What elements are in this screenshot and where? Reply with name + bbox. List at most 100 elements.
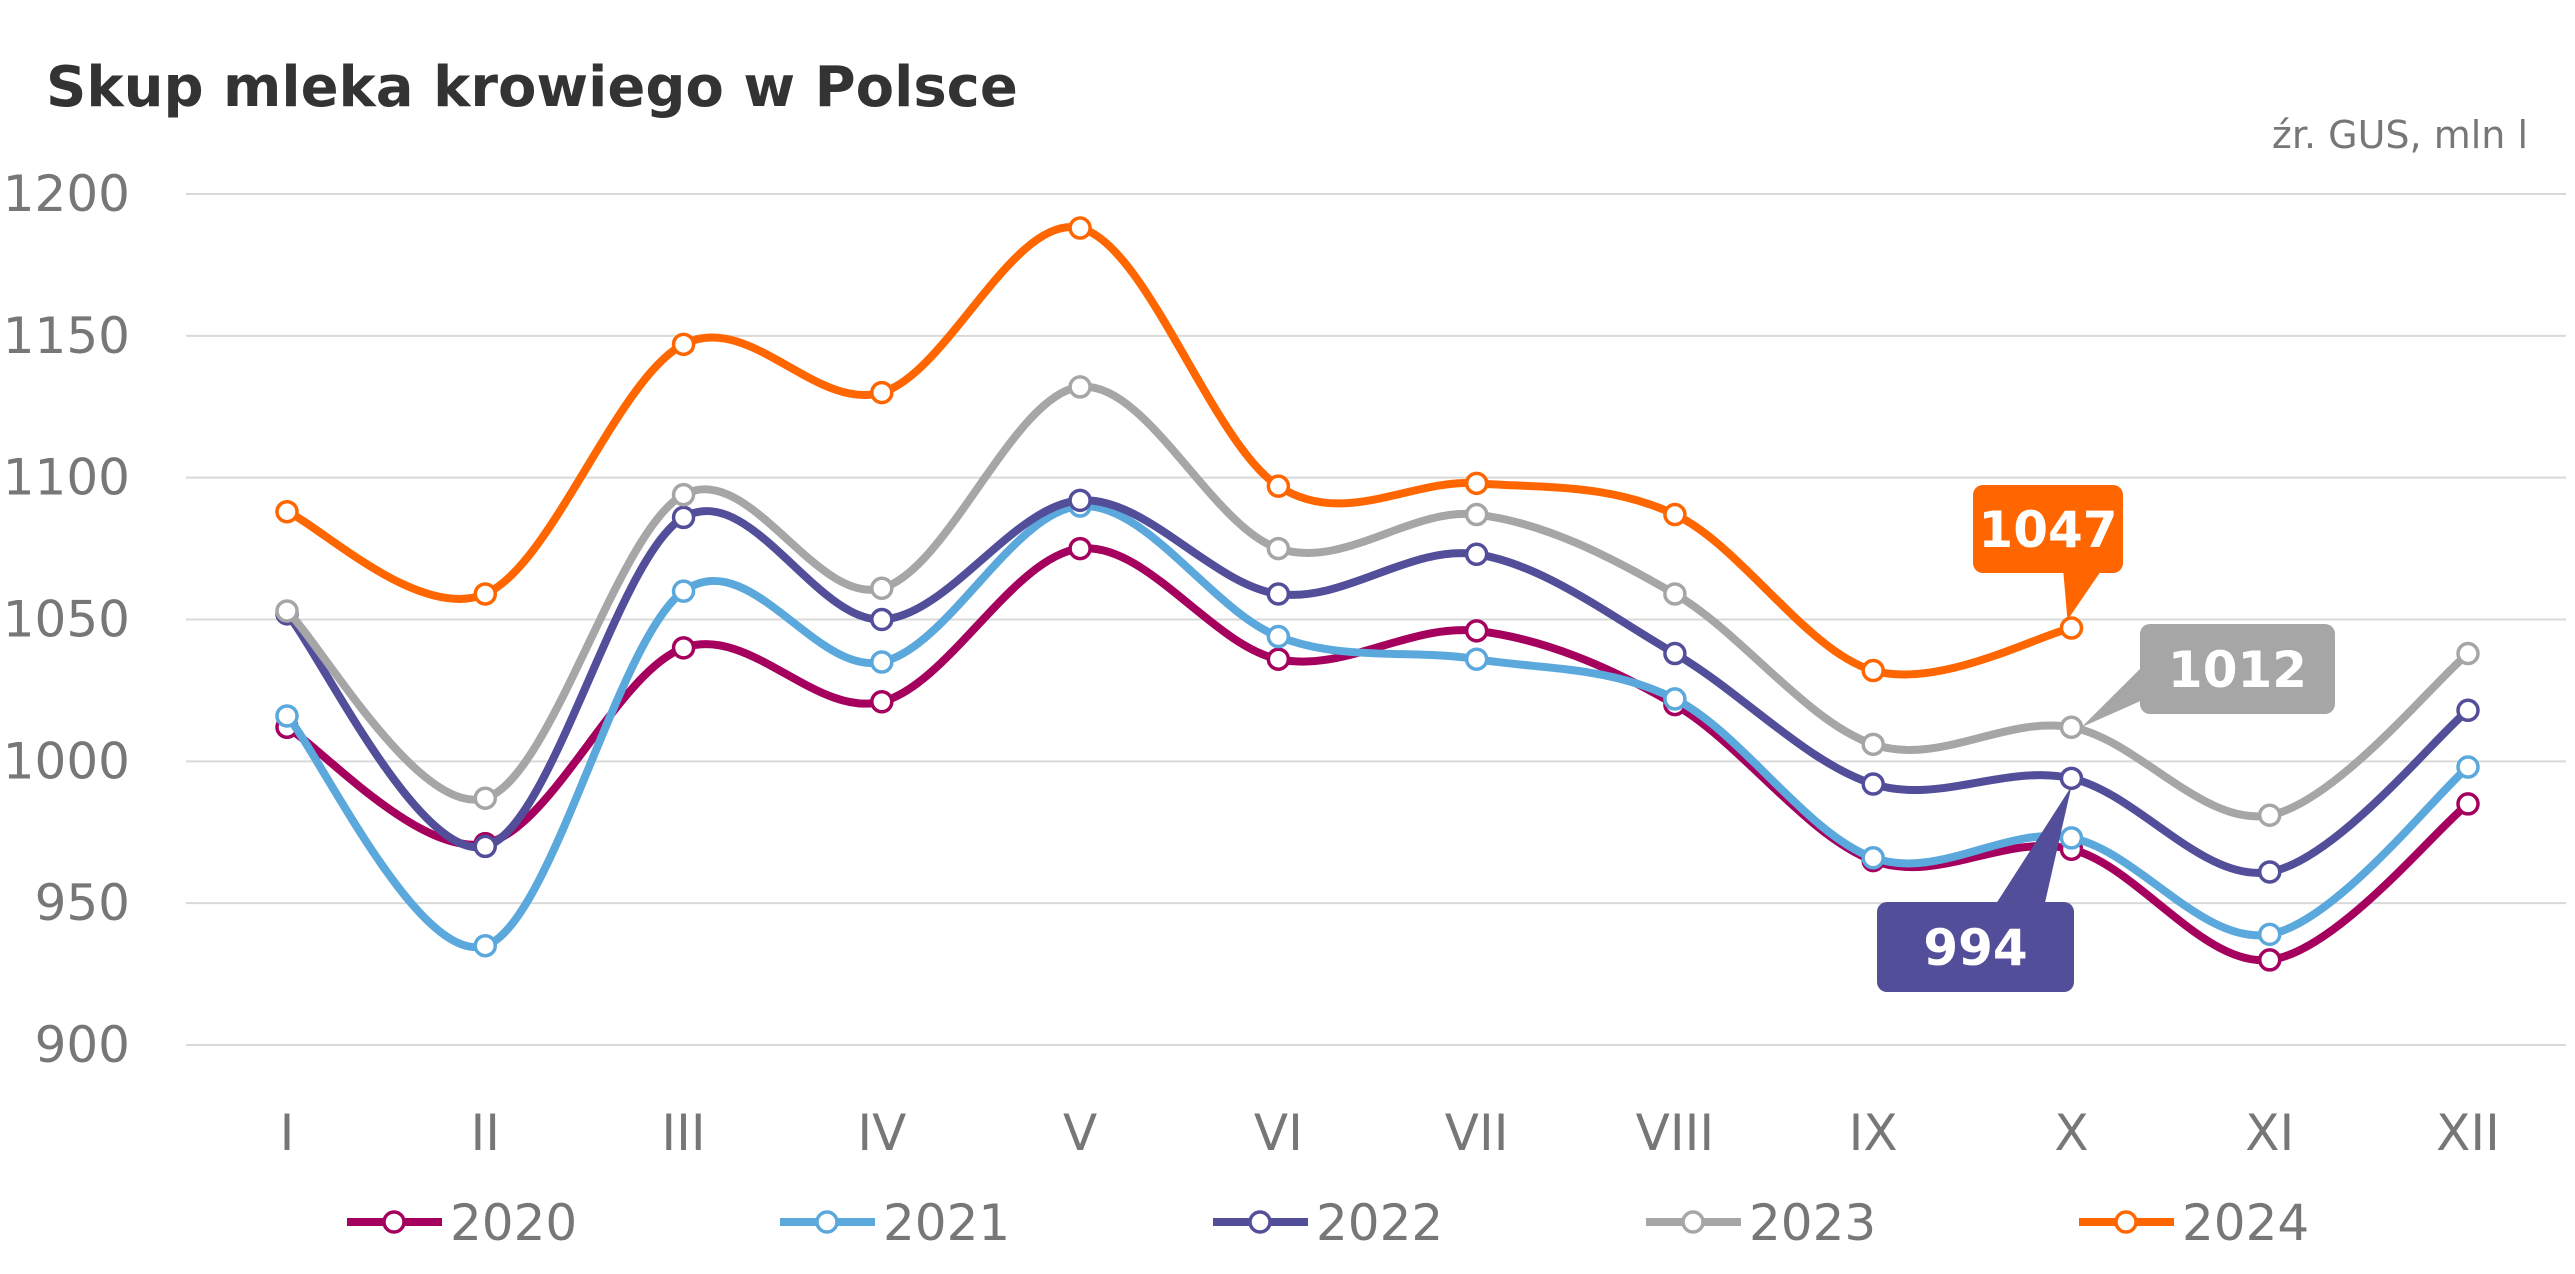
data-point	[870, 607, 894, 632]
data-point	[671, 636, 696, 660]
x-tick-label: VIII	[1636, 1104, 1714, 1162]
data-point	[1663, 641, 1687, 666]
data-point	[1068, 536, 1092, 561]
legend-label: 2022	[1316, 1194, 1443, 1252]
y-tick-label: 1150	[3, 307, 130, 365]
legend-item-2024[interactable]: 2024	[2079, 1194, 2309, 1252]
series-2021	[275, 494, 2480, 958]
x-tick-label: V	[1063, 1104, 1097, 1162]
y-tick-label: 1050	[3, 591, 130, 649]
callout-2024: 1047	[1973, 485, 2123, 621]
chart-title: Skup mleka krowiego w Polsce	[46, 55, 1018, 120]
legend-item-2020[interactable]: 2020	[347, 1194, 577, 1252]
callout-label: 1012	[2168, 641, 2307, 699]
legend-label: 2021	[883, 1194, 1010, 1252]
data-point	[2456, 698, 2480, 723]
data-point	[1068, 216, 1092, 240]
callout-label: 994	[1923, 919, 2027, 977]
data-point	[1068, 488, 1092, 513]
data-point	[2257, 803, 2282, 827]
data-point	[1861, 658, 1885, 683]
x-tick-label: II	[471, 1104, 501, 1162]
data-point	[2059, 766, 2084, 791]
data-point	[1464, 542, 1489, 567]
legend-item-2023[interactable]: 2023	[1646, 1194, 1876, 1252]
legend-item-2021[interactable]: 2021	[780, 1194, 1010, 1252]
series-2023	[275, 375, 2480, 827]
data-point	[1663, 687, 1687, 711]
x-tick-label: VII	[1445, 1104, 1509, 1162]
data-point	[473, 786, 498, 810]
data-point	[2059, 616, 2084, 640]
data-point	[2456, 792, 2480, 816]
callout-2023: 1012	[2081, 624, 2335, 728]
x-tick-label: I	[280, 1104, 295, 1162]
y-tick-label: 900	[35, 1016, 130, 1074]
data-point	[1861, 772, 1885, 796]
data-point	[1266, 536, 1291, 561]
data-point	[275, 704, 299, 728]
data-point	[473, 834, 498, 859]
x-tick-label: IX	[1849, 1104, 1898, 1162]
data-point	[1464, 619, 1489, 643]
data-point	[473, 582, 498, 606]
series-line-2020	[284, 544, 2471, 965]
legend-item-2022[interactable]: 2022	[1213, 1194, 1443, 1252]
data-point	[671, 332, 696, 357]
data-point	[1861, 846, 1885, 870]
data-point	[1266, 474, 1291, 498]
data-point	[671, 505, 696, 530]
y-tick-label: 1000	[3, 732, 130, 790]
callout-box	[1973, 485, 2123, 573]
series-line-2024	[285, 223, 2073, 679]
callout-label: 1047	[1978, 501, 2117, 559]
data-point	[2456, 641, 2480, 666]
data-point	[275, 499, 299, 524]
x-tick-label: VI	[1254, 1104, 1303, 1162]
series-line-2021	[283, 502, 2471, 952]
data-point	[1266, 582, 1291, 606]
data-point	[1861, 732, 1885, 757]
data-point	[1663, 502, 1687, 527]
data-point	[1266, 624, 1291, 649]
data-point	[2059, 826, 2084, 850]
data-point	[1464, 647, 1489, 671]
data-point	[870, 690, 894, 714]
callout-box	[2140, 624, 2335, 714]
x-tick-label: III	[661, 1104, 705, 1162]
y-tick-label: 1200	[3, 165, 130, 223]
legend-label: 2024	[2182, 1194, 2309, 1252]
callout-box	[1877, 902, 2074, 992]
data-point	[2257, 948, 2282, 972]
y-tick-label: 950	[35, 874, 130, 932]
data-point	[870, 650, 894, 674]
data-point	[1663, 582, 1687, 606]
y-tick-label: 1100	[3, 449, 130, 507]
data-point	[1068, 375, 1092, 399]
data-point	[2257, 922, 2282, 947]
data-point	[1266, 647, 1291, 671]
series-line-2022	[283, 496, 2471, 877]
callout-2022: 994	[1877, 786, 2074, 992]
legend-label: 2023	[1749, 1194, 1876, 1252]
series-2024	[275, 216, 2084, 683]
legend-label: 2020	[450, 1194, 577, 1252]
data-point	[1464, 502, 1489, 527]
data-point	[870, 380, 894, 405]
data-point	[1464, 471, 1489, 496]
data-point	[671, 579, 696, 603]
x-tick-label: X	[2054, 1104, 2088, 1162]
data-point	[2257, 860, 2282, 884]
data-point	[473, 933, 498, 958]
data-point	[275, 599, 299, 623]
x-tick-label: IV	[857, 1104, 906, 1162]
data-point	[870, 576, 894, 601]
data-point	[2059, 715, 2084, 740]
x-tick-label: XII	[2436, 1104, 2500, 1162]
data-point	[2456, 755, 2480, 779]
x-tick-label: XI	[2245, 1104, 2294, 1162]
source-label: źr. GUS, mln l	[2272, 113, 2528, 157]
series-line-2023	[284, 382, 2471, 821]
data-point	[671, 482, 696, 507]
